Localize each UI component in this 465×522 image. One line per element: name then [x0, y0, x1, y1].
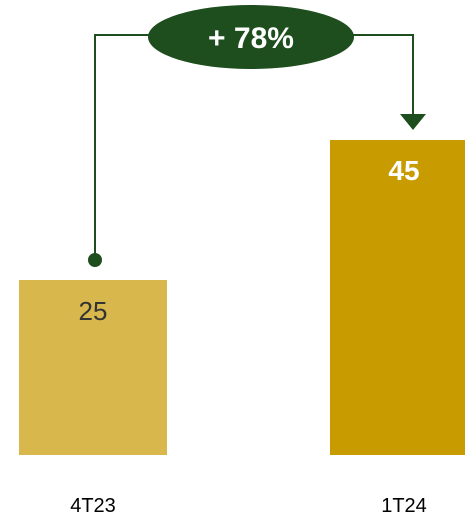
- change-connector: + 78%: [88, 5, 426, 267]
- change-badge: [148, 5, 354, 69]
- value-label-1T24: 45: [388, 155, 419, 186]
- category-label-4T23: 4T23: [70, 495, 116, 517]
- bar-4T23: [19, 280, 167, 455]
- change-badge-label: + 78%: [208, 22, 294, 55]
- connector-arrowhead: [400, 114, 426, 130]
- bar-1T24: [330, 140, 465, 455]
- bars-group: [19, 140, 465, 455]
- connector-start-dot: [88, 253, 102, 267]
- value-label-4T23: 25: [79, 296, 108, 326]
- labels-group: 25 4T23 45 1T24: [70, 155, 427, 517]
- category-label-1T24: 1T24: [381, 495, 427, 517]
